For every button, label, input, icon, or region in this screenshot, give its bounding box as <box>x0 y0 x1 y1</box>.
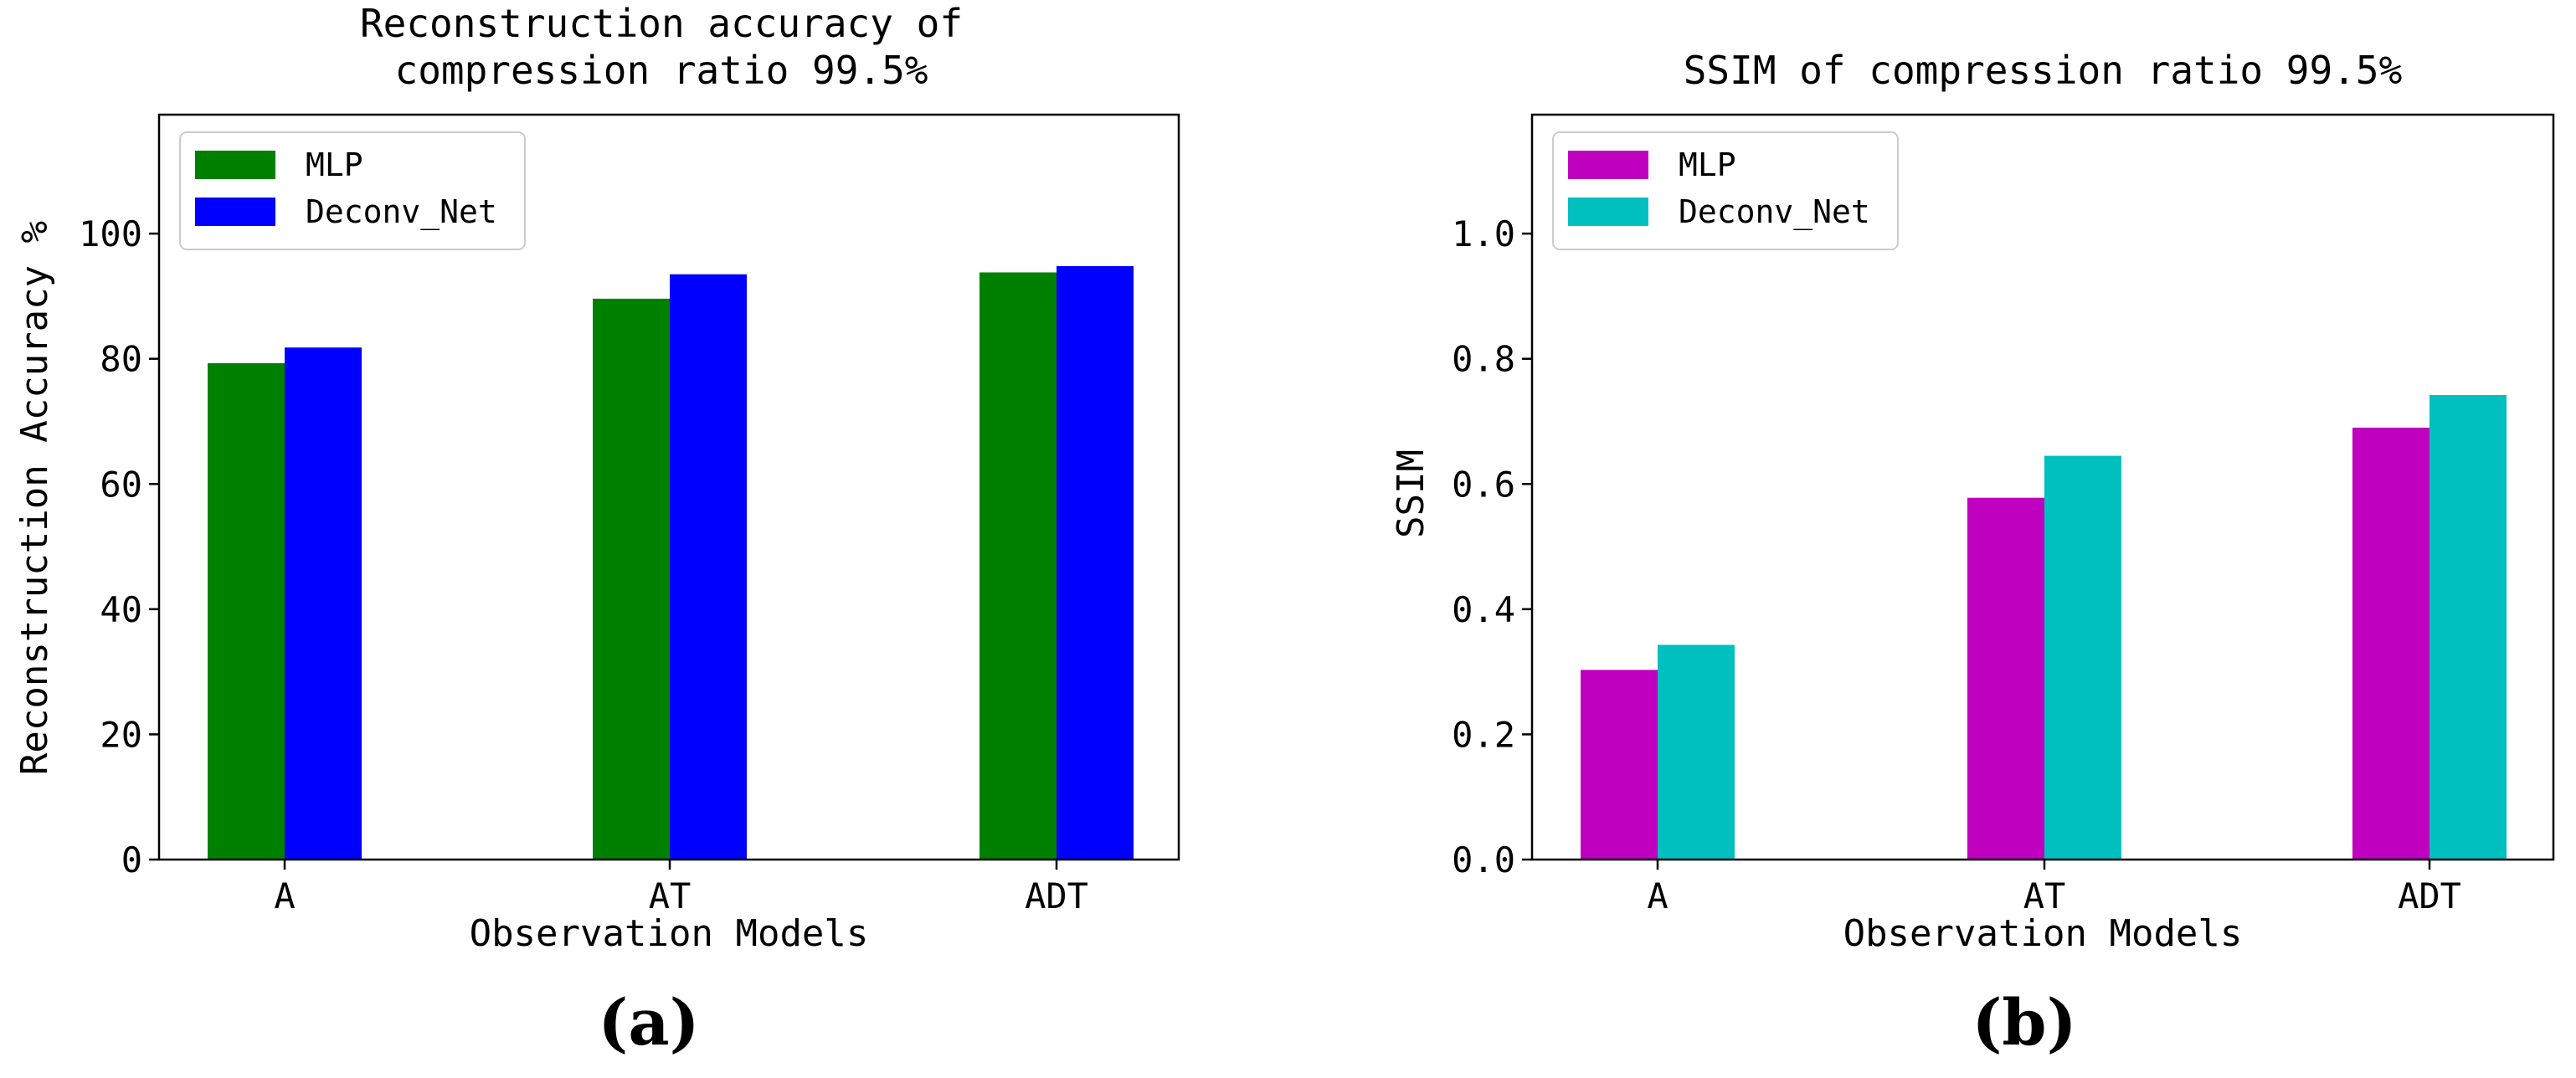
y-tick-label: 0 <box>121 839 142 880</box>
chart-reconstruction-accuracy: 0 20 40 60 80 100 A AT ADT Reconstruction accurac… <box>13 1 1180 1060</box>
bar-mlp-adt <box>979 272 1057 860</box>
bar-mlp-a <box>208 362 285 860</box>
panel-label: (b) <box>1972 985 2076 1060</box>
panel-label: (a) <box>598 985 699 1060</box>
legend: MLP Deconv_Net <box>1552 131 1899 250</box>
legend-swatch-mlp <box>195 151 275 179</box>
axes-frame <box>1530 113 2555 861</box>
legend-label: Deconv_Net <box>306 193 497 231</box>
y-axis-label: SSIM <box>1390 449 1432 538</box>
bar-deconv-net-adt <box>1057 265 1134 860</box>
bar-deconv-net-at <box>670 274 747 860</box>
x-tick-label: A <box>1647 875 1668 916</box>
legend-label: Deconv_Net <box>1679 193 1870 231</box>
legend-swatch-deconv-net <box>195 198 275 226</box>
bar-mlp-adt <box>2352 427 2429 860</box>
y-tick-label: 0.8 <box>1452 339 1515 380</box>
y-tick-label: 40 <box>100 589 142 630</box>
bar-mlp-at <box>593 298 670 860</box>
y-tick-label: 1.0 <box>1452 213 1515 254</box>
legend: MLP Deconv_Net <box>179 131 526 250</box>
x-tick-label: ADT <box>2398 875 2461 916</box>
y-tick-label: 80 <box>100 339 142 380</box>
x-axis-label: Observation Models <box>1843 912 2243 955</box>
y-tick-label: 20 <box>100 714 142 755</box>
legend-swatch-mlp <box>1568 151 1648 179</box>
y-axis-label: Reconstruction Accuracy % <box>13 221 56 775</box>
legend-label: MLP <box>1679 146 1736 183</box>
chart-title: Reconstruction accuracy of <box>360 1 963 46</box>
chart-ssim: 0.0 0.2 0.4 0.6 0.8 1.0 A AT ADT SSIM of compress… <box>1390 48 2555 1060</box>
bar-deconv-net-at <box>2044 455 2121 860</box>
chart-title: SSIM of compression ratio 99.5% <box>1684 48 2403 93</box>
x-axis-label: Observation Models <box>470 912 869 955</box>
bar-mlp-at <box>1967 497 2044 860</box>
bar-deconv-net-a <box>285 347 362 860</box>
legend-swatch-deconv-net <box>1568 198 1648 226</box>
chart-title: compression ratio 99.5% <box>395 48 928 93</box>
y-tick-label: 0.4 <box>1452 589 1515 630</box>
bar-deconv-net-a <box>1658 644 1735 860</box>
x-tick-label: AT <box>649 875 692 916</box>
bar-mlp-a <box>1581 670 1658 860</box>
y-tick-label: 0.2 <box>1452 714 1515 755</box>
y-tick-label: 60 <box>100 464 142 505</box>
x-tick-label: A <box>274 875 295 916</box>
y-tick-label: 100 <box>79 213 142 254</box>
x-tick-label: AT <box>2023 875 2066 916</box>
bar-deconv-net-adt <box>2429 395 2507 860</box>
legend-label: MLP <box>306 146 363 183</box>
y-tick-label: 0.0 <box>1452 839 1515 880</box>
y-tick-label: 0.6 <box>1452 464 1515 505</box>
x-tick-label: ADT <box>1025 875 1088 916</box>
